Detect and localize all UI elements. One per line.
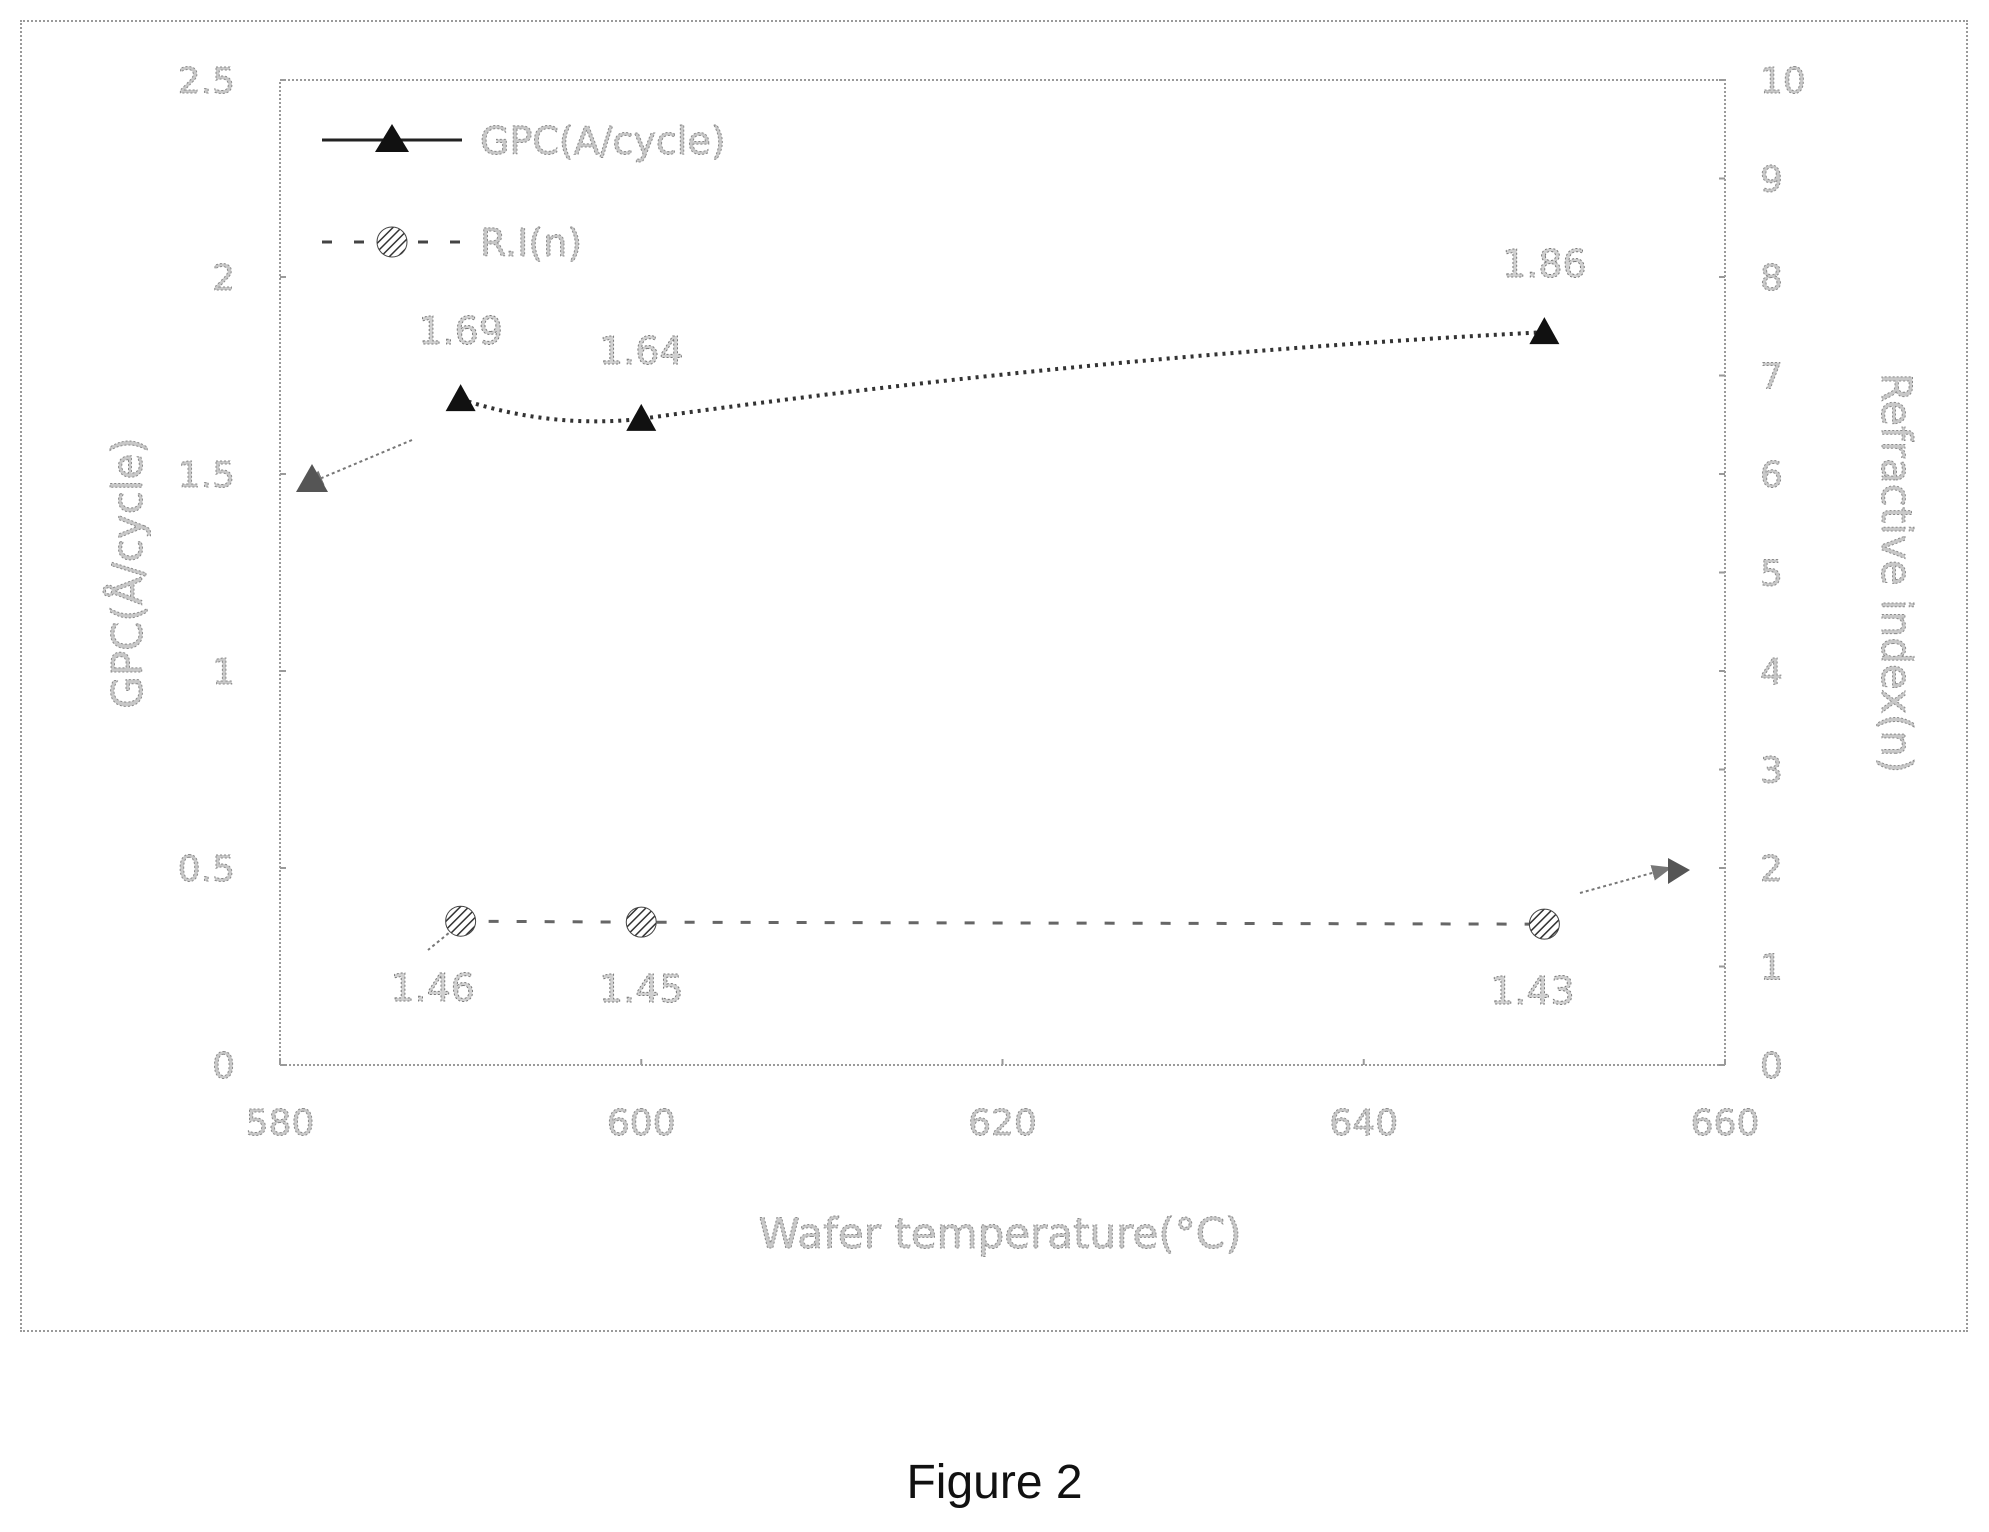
ri-axis-arrow-head <box>1668 858 1690 884</box>
x-tick-label: 600 <box>607 1103 676 1144</box>
gpc-triangle-marker <box>626 403 657 431</box>
x-tick-label: 660 <box>1691 1103 1760 1144</box>
y-right-tick-label: 4 <box>1760 652 1783 693</box>
chart-frame <box>20 20 1968 1332</box>
y-right-tick-label: 6 <box>1760 455 1783 496</box>
gpc-axis-arrow <box>303 439 413 486</box>
figure-caption: Figure 2 <box>906 1456 1083 1509</box>
y-right-tick-label: 2 <box>1760 849 1783 890</box>
data-labels: 1.69 1.64 1.86 1.46 1.45 1.43 <box>390 242 1587 1014</box>
x-tick-label: 580 <box>246 1103 315 1144</box>
y-right-tick-label: 10 <box>1760 61 1806 102</box>
y-left-tick-label: 0.5 <box>178 849 235 890</box>
legend-ri-label: R.I(n) <box>480 221 582 265</box>
legend-ri-circle-icon <box>376 226 408 258</box>
y-left-tick-label: 2 <box>212 258 235 299</box>
ri-data-label: 1.46 <box>390 966 475 1010</box>
y-left-tick-label: 2.5 <box>178 61 235 102</box>
series-markers <box>296 317 1690 940</box>
y-left-tick-label: 1 <box>212 652 235 693</box>
ri-data-label: 1.43 <box>1490 969 1575 1013</box>
y-right-tick-label: 5 <box>1760 554 1783 595</box>
gpc-data-label: 1.64 <box>599 329 684 373</box>
ri-data-label: 1.45 <box>599 967 684 1011</box>
ri-circle-marker <box>1528 908 1560 940</box>
y-left-axis-title: GPC(Å/cycle) <box>102 437 152 708</box>
ri-circle-marker <box>625 906 657 938</box>
y-right-tick-label: 0 <box>1760 1046 1783 1087</box>
y-right-tick-label: 3 <box>1760 751 1783 792</box>
ri-left-arrow <box>427 932 450 951</box>
y-left-tick-label: 0 <box>212 1046 235 1087</box>
y-left-tick-label: 1.5 <box>178 455 235 496</box>
ri-series-line <box>460 919 1545 926</box>
ri-circle-marker <box>445 905 477 937</box>
x-tick-label: 640 <box>1329 1103 1398 1144</box>
x-axis-title: Wafer temperature(°C) <box>759 1209 1242 1258</box>
legend: GPC(A/cycle) R.I(n) <box>322 119 726 266</box>
chart-svg: 580 600 620 640 66000.511.522.5012345678910 … <box>102 61 1922 1259</box>
gpc-axis-arrow-triangle <box>296 464 328 492</box>
gpc-data-label: 1.86 <box>1502 242 1587 286</box>
y-right-tick-label: 8 <box>1760 258 1783 299</box>
y-right-axis-title: Refractive index(n) <box>1872 373 1921 774</box>
gpc-triangle-marker <box>445 384 476 412</box>
gpc-series-line <box>460 330 1545 424</box>
y-right-tick-label: 9 <box>1760 160 1783 201</box>
ri-axis-arrow <box>1579 865 1672 894</box>
legend-gpc-label: GPC(A/cycle) <box>480 119 726 163</box>
gpc-triangle-marker <box>1529 317 1560 345</box>
y-right-tick-label: 7 <box>1760 357 1783 398</box>
y-right-tick-label: 1 <box>1760 948 1783 989</box>
series-lines <box>303 330 1672 951</box>
legend-gpc-triangle-icon <box>375 124 409 152</box>
gpc-data-label: 1.69 <box>418 309 503 353</box>
x-tick-label: 620 <box>968 1103 1037 1144</box>
